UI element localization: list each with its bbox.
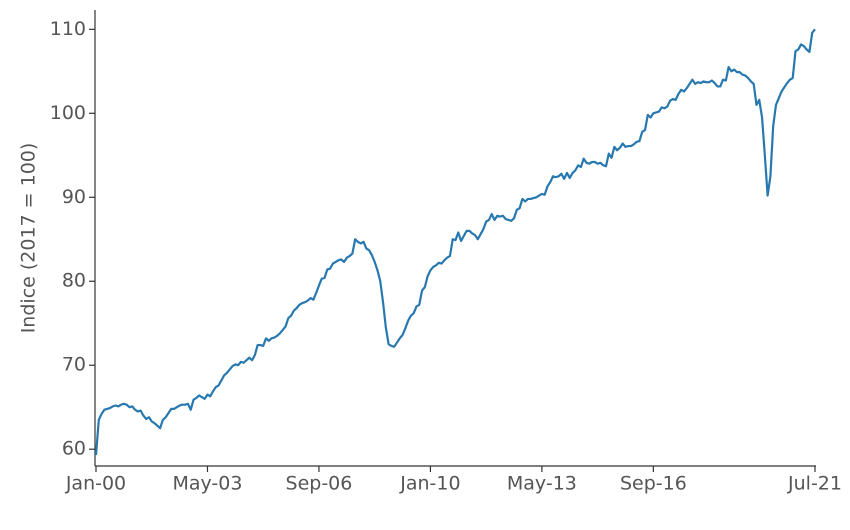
x-tick-label: May-03 xyxy=(172,473,242,495)
x-tick-label: Jan-00 xyxy=(65,473,126,495)
x-tick-label: Jan-10 xyxy=(399,473,460,495)
x-tick-label: May-13 xyxy=(507,473,577,495)
y-tick-label: 90 xyxy=(62,186,86,208)
y-tick-label: 80 xyxy=(62,270,86,292)
y-axis-label: Indice (2017 = 100) xyxy=(18,143,40,334)
y-tick-label: 100 xyxy=(50,102,86,124)
x-tick-label: Sep-06 xyxy=(286,473,353,495)
y-tick-label: 110 xyxy=(50,18,86,40)
y-tick-label: 70 xyxy=(62,354,86,376)
y-tick-label: 60 xyxy=(62,438,86,460)
series-line xyxy=(94,28,816,456)
x-tick-label: Jul-21 xyxy=(787,473,842,495)
x-tick-label: Sep-16 xyxy=(620,473,687,495)
